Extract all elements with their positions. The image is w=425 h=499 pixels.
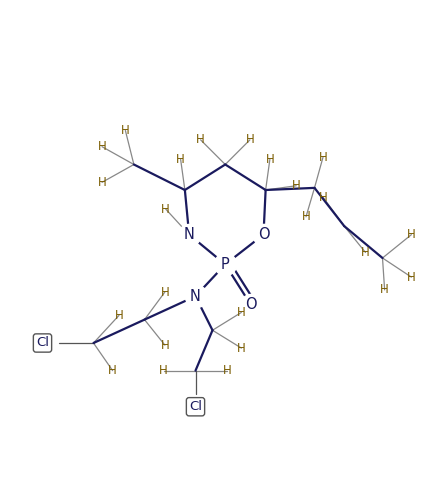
Text: H: H (361, 246, 370, 259)
Text: H: H (237, 306, 246, 319)
Text: H: H (407, 228, 416, 241)
Text: H: H (246, 133, 254, 146)
Text: P: P (221, 257, 230, 272)
Text: H: H (319, 191, 327, 204)
Text: H: H (108, 364, 117, 377)
Text: O: O (245, 297, 257, 312)
Text: H: H (319, 151, 327, 164)
Text: H: H (237, 342, 246, 355)
Text: H: H (223, 364, 232, 377)
Text: Cl: Cl (36, 336, 49, 349)
Text: H: H (115, 309, 123, 322)
Text: H: H (266, 153, 274, 166)
Text: H: H (159, 364, 168, 377)
Text: H: H (302, 210, 310, 223)
Text: H: H (196, 133, 205, 146)
Text: H: H (161, 339, 169, 352)
Text: N: N (184, 227, 195, 242)
Text: H: H (380, 283, 389, 296)
Text: Cl: Cl (189, 400, 202, 413)
Text: H: H (176, 153, 185, 166)
Text: H: H (407, 270, 416, 283)
Text: N: N (190, 289, 201, 304)
Text: H: H (98, 140, 106, 153)
Text: H: H (98, 176, 106, 189)
Text: H: H (161, 285, 169, 298)
Text: H: H (292, 179, 300, 192)
Text: H: H (121, 124, 130, 137)
Text: O: O (258, 227, 269, 242)
Text: H: H (162, 203, 170, 216)
